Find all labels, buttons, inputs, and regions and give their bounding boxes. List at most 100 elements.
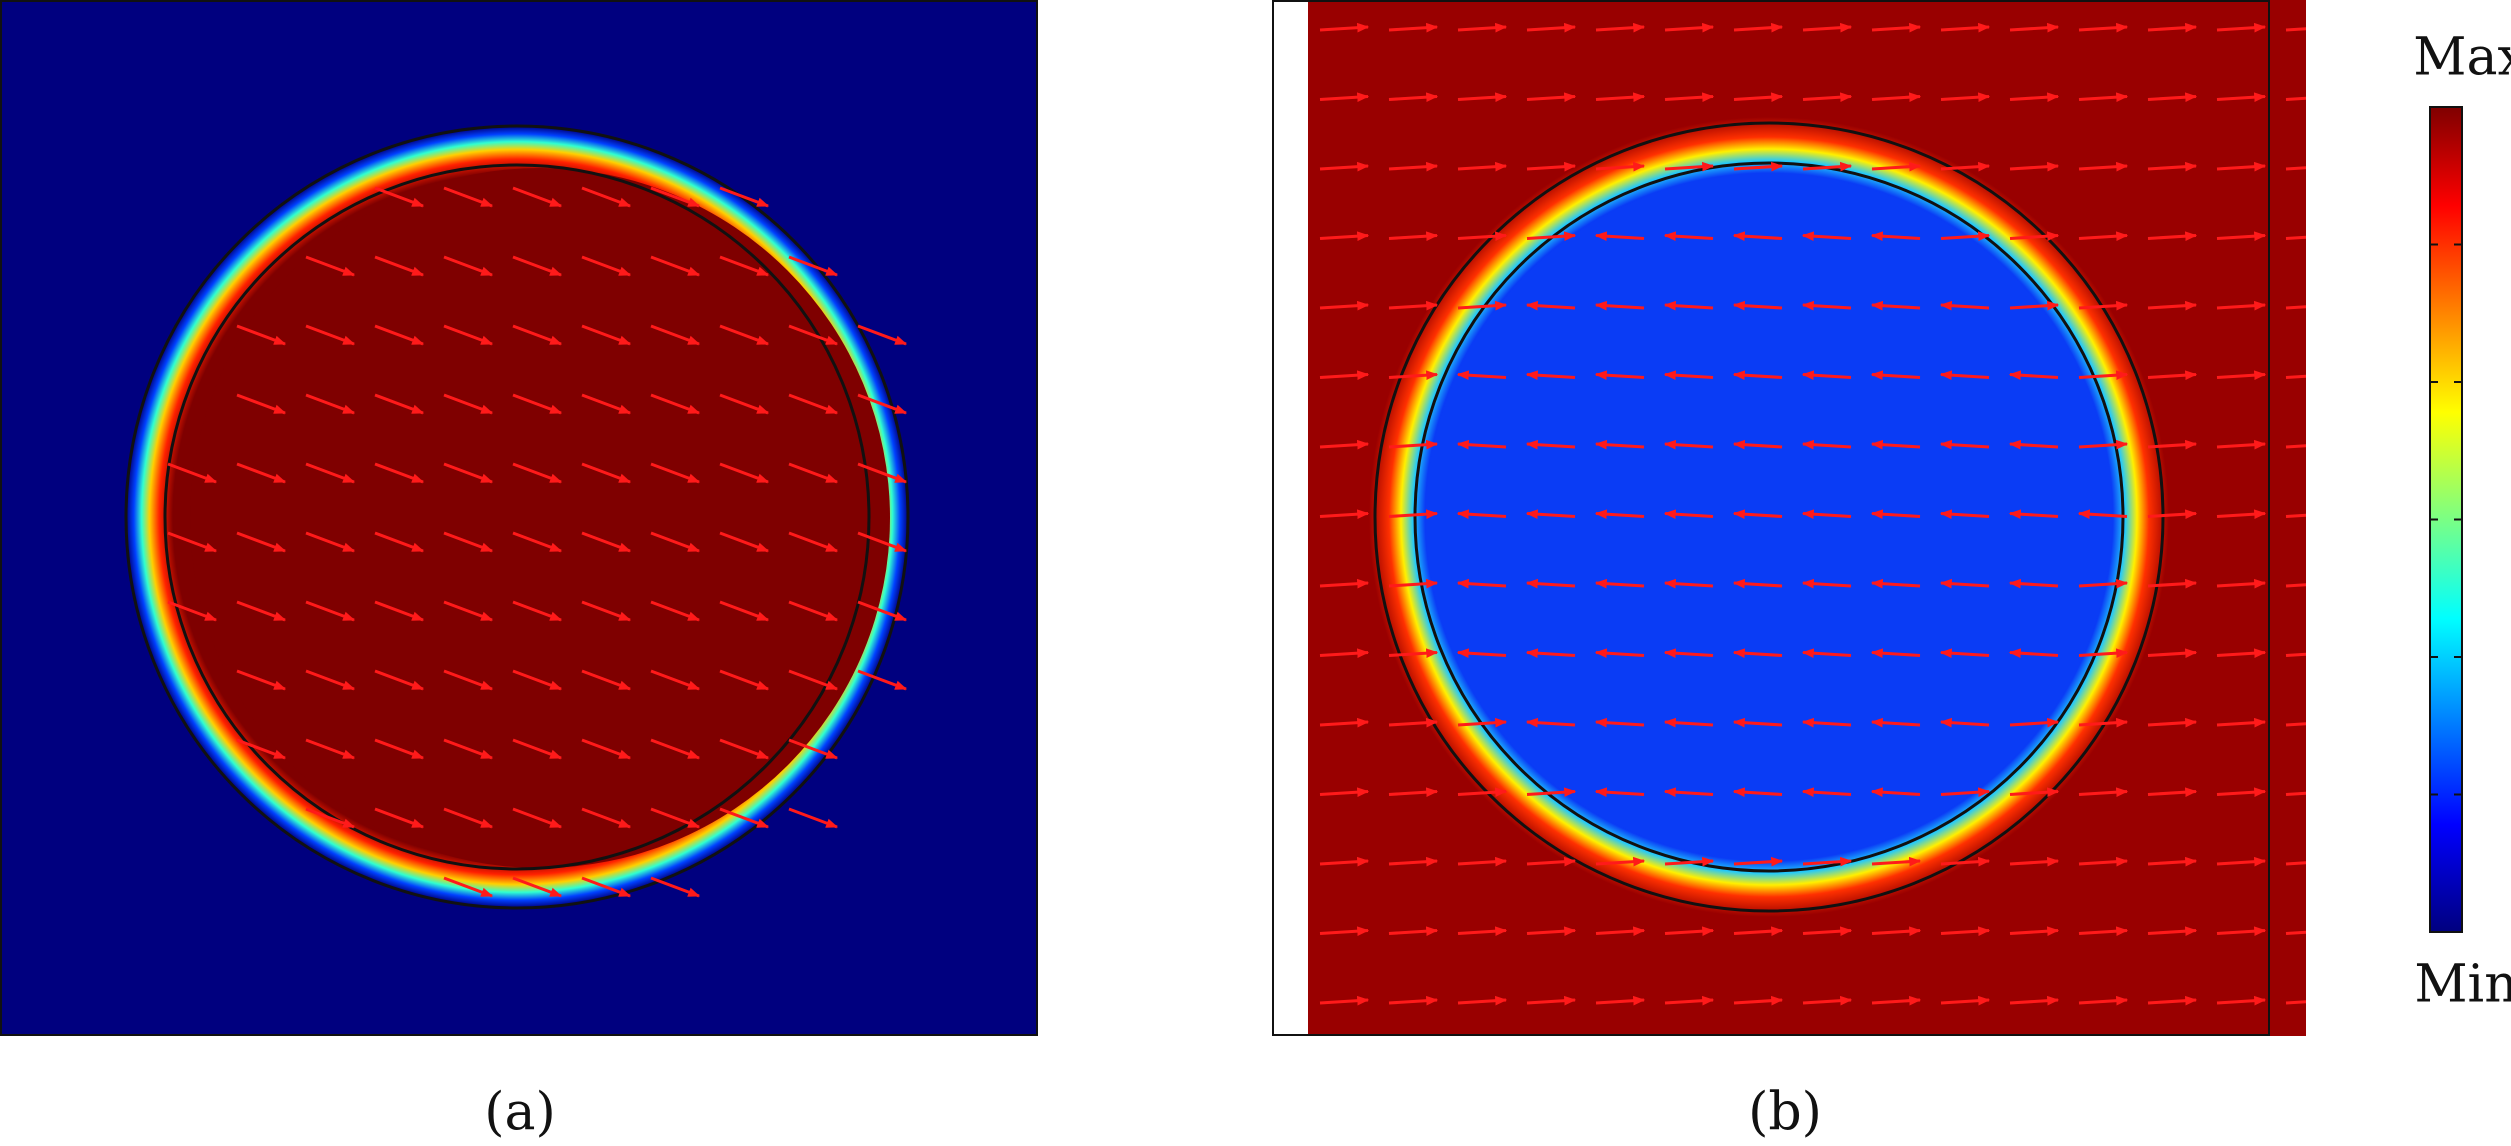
flow-arrow: [1388, 231, 1439, 241]
flow-arrow: [1733, 856, 1784, 867]
flow-arrow: [2285, 166, 2306, 171]
flow-arrow: [1732, 439, 1783, 450]
flow-arrow: [1595, 22, 1646, 33]
flow-arrow: [1525, 300, 1576, 311]
flow-arrow: [1939, 370, 1990, 380]
flow-arrow: [1802, 995, 1853, 1006]
flow-arrow: [719, 669, 770, 691]
flow-arrow: [305, 393, 356, 415]
flow-arrow: [374, 186, 425, 208]
flow-arrow: [305, 600, 356, 622]
flow-arrow: [1663, 787, 1714, 797]
panel-a-core: [190, 168, 890, 868]
flow-arrow: [236, 324, 287, 346]
flow-arrow: [1940, 926, 1991, 936]
flow-arrow: [1457, 92, 1508, 102]
flow-arrow: [788, 531, 839, 553]
flow-arrow: [374, 669, 425, 691]
flow-arrow: [443, 738, 494, 760]
flow-arrow: [2216, 578, 2267, 589]
flow-arrow: [305, 255, 356, 277]
flow-arrow: [1457, 787, 1508, 797]
flow-arrow: [1319, 161, 1370, 172]
flow-arrow: [1388, 300, 1439, 311]
colorbar-max-label: Max: [2413, 28, 2511, 88]
flow-arrow: [1457, 22, 1508, 33]
flow-arrow: [1319, 926, 1370, 936]
flow-arrow: [1732, 231, 1783, 241]
flow-arrow: [236, 738, 287, 760]
flow-arrow: [2285, 722, 2306, 727]
flow-arrow: [2078, 648, 2129, 658]
flow-arrow: [1870, 300, 1921, 311]
flow-arrow: [443, 600, 494, 622]
flow-arrow: [1663, 578, 1714, 589]
flow-arrow: [1801, 439, 1852, 450]
flow-arrow: [857, 669, 908, 691]
flow-arrow: [1871, 22, 1922, 33]
flow-arrow: [1456, 648, 1507, 658]
flow-arrow: [1940, 92, 1991, 102]
flow-arrow: [857, 324, 908, 346]
flow-arrow: [581, 669, 632, 691]
flow-arrow: [374, 738, 425, 760]
flow-arrow: [374, 807, 425, 829]
flow-arrow: [1526, 22, 1577, 33]
flow-arrow: [2216, 509, 2267, 519]
flow-arrow: [1732, 787, 1783, 797]
flow-arrow: [167, 462, 218, 484]
flow-arrow: [1732, 648, 1783, 658]
flow-arrow: [1871, 161, 1922, 172]
flow-arrow: [857, 462, 908, 484]
flow-arrow: [1801, 231, 1852, 241]
flow-arrow: [512, 738, 563, 760]
flow-arrow: [719, 807, 770, 829]
flow-arrow: [1594, 509, 1645, 519]
flow-arrow: [1733, 92, 1784, 102]
flow-arrow: [1801, 578, 1852, 589]
flow-arrow: [1733, 926, 1784, 936]
flow-arrow: [2216, 926, 2267, 936]
flow-arrow: [1870, 648, 1921, 658]
flow-arrow: [788, 669, 839, 691]
flow-arrow: [1388, 995, 1439, 1006]
panel-b-frame: [1272, 0, 2270, 1036]
flow-arrow: [581, 807, 632, 829]
flow-arrow: [581, 600, 632, 622]
flow-arrow: [788, 462, 839, 484]
flow-arrow: [1802, 92, 1853, 102]
flow-arrow: [1457, 995, 1508, 1006]
flow-arrow: [650, 255, 701, 277]
flow-arrow: [2216, 22, 2267, 33]
flow-arrow: [1871, 926, 1922, 936]
flow-arrow: [2147, 717, 2198, 728]
flow-arrow: [581, 531, 632, 553]
flow-arrow: [1801, 717, 1852, 728]
flow-arrow: [443, 531, 494, 553]
flow-arrow: [2147, 995, 2198, 1006]
flow-arrow: [2009, 92, 2060, 102]
flow-arrow: [1594, 300, 1645, 311]
flow-arrow: [2008, 439, 2059, 450]
flow-arrow: [1802, 926, 1853, 936]
flow-arrow: [443, 807, 494, 829]
flow-arrow: [581, 255, 632, 277]
flow-arrow: [1940, 231, 1991, 241]
flow-arrow: [1388, 22, 1439, 33]
flow-arrow: [512, 324, 563, 346]
panel-b-label: (b): [1748, 1083, 1822, 1143]
flow-arrow: [1732, 717, 1783, 728]
flow-arrow: [1388, 648, 1439, 658]
flow-arrow: [374, 324, 425, 346]
flow-arrow: [2078, 926, 2129, 936]
flow-arrow: [1319, 717, 1370, 728]
flow-arrow: [1733, 161, 1784, 172]
flow-arrow: [2216, 717, 2267, 728]
flow-arrow: [2008, 578, 2059, 589]
flow-arrow: [719, 738, 770, 760]
flow-arrow: [719, 186, 770, 208]
flow-arrow: [2009, 926, 2060, 936]
flow-arrow: [1664, 995, 1715, 1006]
flow-arrow: [1870, 717, 1921, 728]
flow-arrow: [2009, 717, 2060, 728]
